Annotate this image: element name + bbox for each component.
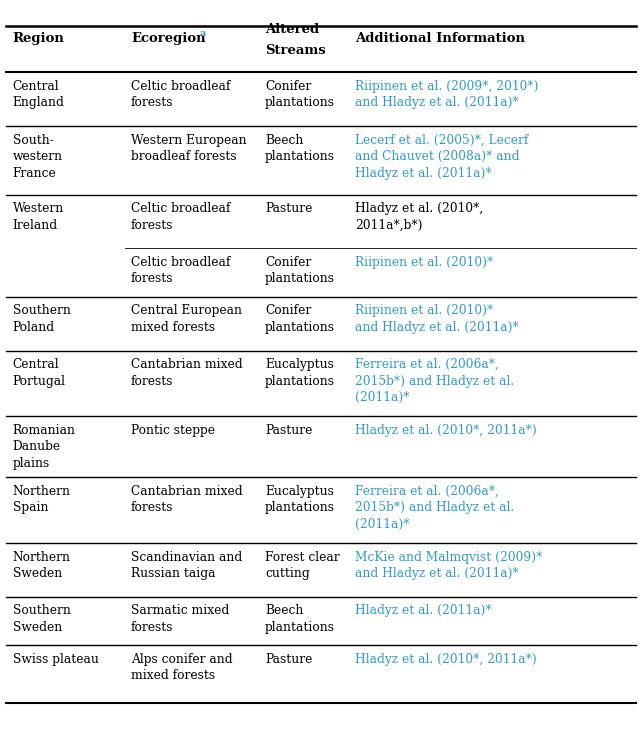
Text: McKie and Malmqvist (2009)*
and Hladyz et al. (2011a)*: McKie and Malmqvist (2009)* and Hladyz e… [355,551,542,580]
Text: Celtic broadleaf
forests: Celtic broadleaf forests [131,256,231,286]
Text: Pasture: Pasture [265,202,312,215]
Text: Romanian
Danube
plains: Romanian Danube plains [13,424,76,470]
Text: Forest clear
cutting: Forest clear cutting [265,551,340,580]
Text: Ecoregion: Ecoregion [131,32,206,45]
Text: Cantabrian mixed
forests: Cantabrian mixed forests [131,485,243,515]
Text: Celtic broadleaf
forests: Celtic broadleaf forests [131,80,231,110]
Text: Western
Ireland: Western Ireland [13,202,64,232]
Text: Ferreira et al. (2006a*,
2015b*) and Hladyz et al.
(2011a)*: Ferreira et al. (2006a*, 2015b*) and Hla… [355,485,514,531]
Text: Region: Region [13,32,65,45]
Text: Altered: Altered [265,23,320,36]
Text: Conifer
plantations: Conifer plantations [265,80,335,110]
Text: Alps conifer and
mixed forests: Alps conifer and mixed forests [131,653,233,683]
Text: Hladyz et al. (2010*, 2011a*): Hladyz et al. (2010*, 2011a*) [355,653,536,665]
Text: Pasture: Pasture [265,424,312,436]
Text: Pontic steppe: Pontic steppe [131,424,215,436]
Text: Riipinen et al. (2009*, 2010*)
and Hladyz et al. (2011a)*: Riipinen et al. (2009*, 2010*) and Hlady… [355,80,538,110]
Text: Swiss plateau: Swiss plateau [13,653,98,665]
Text: Eucalyptus
plantations: Eucalyptus plantations [265,358,335,388]
Text: Ferreira et al. (2006a*,
2015b*) and Hladyz et al.
(2011a)*: Ferreira et al. (2006a*, 2015b*) and Hla… [355,358,514,404]
Text: Northern
Sweden: Northern Sweden [13,551,71,580]
Text: Riipinen et al. (2010)*
and Hladyz et al. (2011a)*: Riipinen et al. (2010)* and Hladyz et al… [355,304,518,334]
Text: Conifer
plantations: Conifer plantations [265,256,335,286]
Text: Conifer
plantations: Conifer plantations [265,304,335,334]
Text: Scandinavian and
Russian taiga: Scandinavian and Russian taiga [131,551,242,580]
Text: Sarmatic mixed
forests: Sarmatic mixed forests [131,604,229,634]
Text: Central
England: Central England [13,80,65,110]
Text: Eucalyptus
plantations: Eucalyptus plantations [265,485,335,515]
Text: Hladyz et al. (2010*, 2011a*): Hladyz et al. (2010*, 2011a*) [355,424,536,436]
Text: Hladyz et al. (2010*,
2011a*,b*): Hladyz et al. (2010*, 2011a*,b*) [355,202,483,232]
Text: Southern
Poland: Southern Poland [13,304,71,334]
Text: Lecerf et al. (2005)*, Lecerf
and Chauvet (2008a)* and
Hladyz et al. (2011a)*: Lecerf et al. (2005)*, Lecerf and Chauve… [355,134,528,180]
Text: Central European
mixed forests: Central European mixed forests [131,304,242,334]
Text: Streams: Streams [265,44,326,57]
Text: Northern
Spain: Northern Spain [13,485,71,515]
Text: Beech
plantations: Beech plantations [265,604,335,634]
Text: Hladyz et al. (2011a)*: Hladyz et al. (2011a)* [355,604,491,617]
Text: Central
Portugal: Central Portugal [13,358,66,388]
Text: Additional Information: Additional Information [355,32,525,45]
Text: Riipinen et al. (2010)*: Riipinen et al. (2010)* [355,256,493,269]
Text: Beech
plantations: Beech plantations [265,134,335,163]
Text: Celtic broadleaf
forests: Celtic broadleaf forests [131,202,231,232]
Text: Pasture: Pasture [265,653,312,665]
Text: Western European
broadleaf forests: Western European broadleaf forests [131,134,247,163]
Text: South-
western
France: South- western France [13,134,63,180]
Text: Cantabrian mixed
forests: Cantabrian mixed forests [131,358,243,388]
Text: a: a [200,29,206,38]
Text: Southern
Sweden: Southern Sweden [13,604,71,634]
